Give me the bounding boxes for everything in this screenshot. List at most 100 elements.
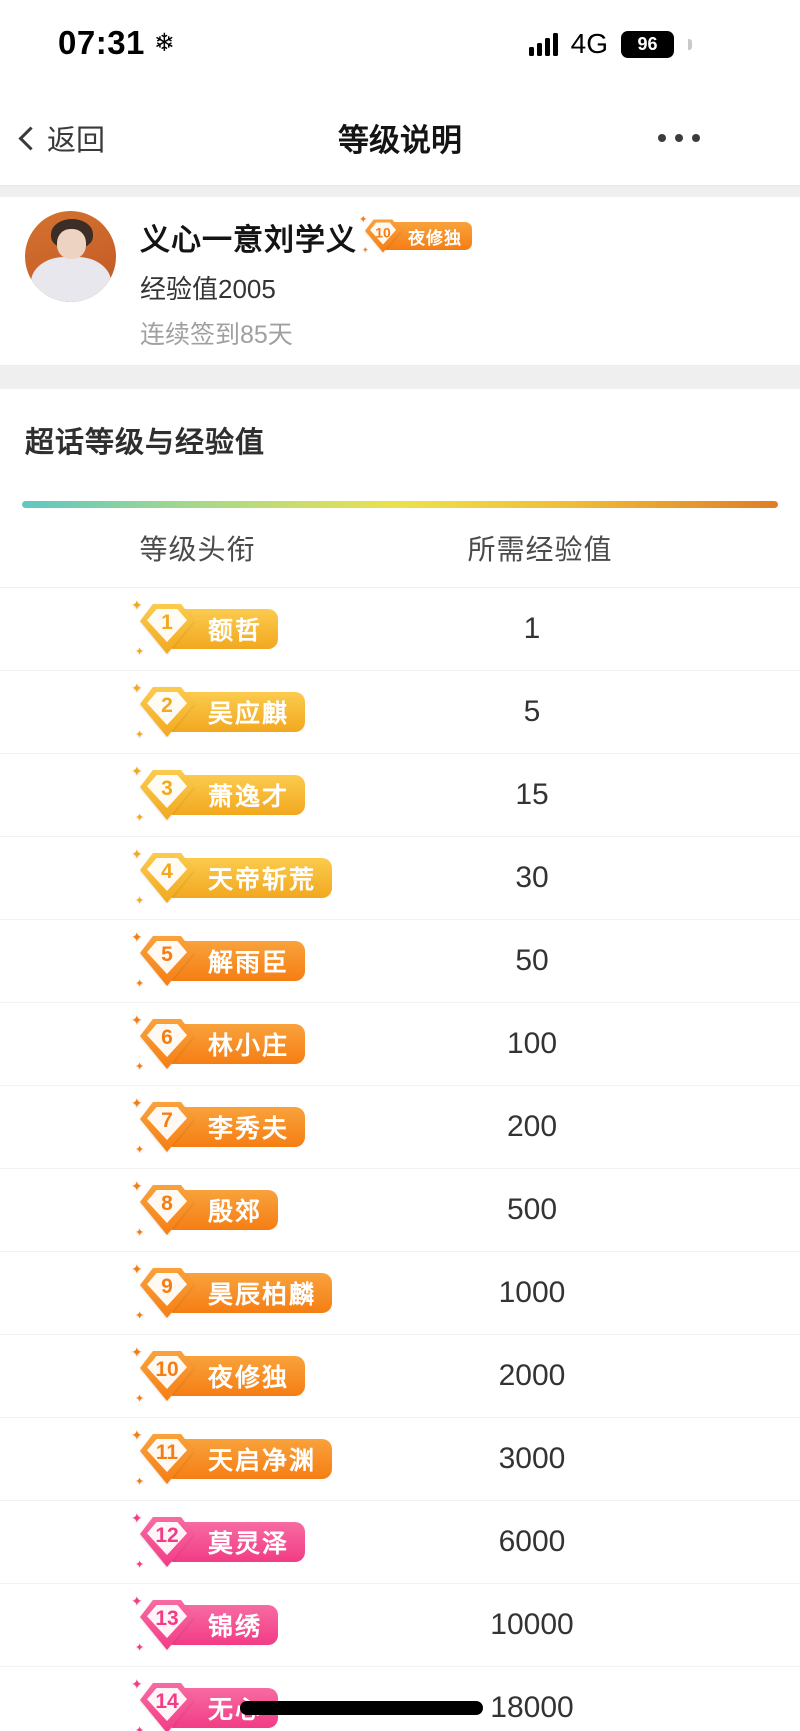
sparkle-icon: ✦ xyxy=(135,812,145,824)
level-gem-icon: 6 ✦ ✦ xyxy=(131,1012,194,1073)
page-title: 等级说明 xyxy=(338,123,462,158)
status-bar: 07:31 ❄ 4G 96 xyxy=(0,0,800,90)
nav-bar: 返回 等级说明 xyxy=(0,90,800,185)
level-badge: 6 ✦ ✦ 林小庄 xyxy=(131,1012,306,1073)
table-row: 4 ✦ ✦ 天帝斩荒 30 xyxy=(0,837,800,920)
level-badge: 4 ✦ ✦ 天帝斩荒 xyxy=(131,846,333,907)
required-exp-value: 6000 xyxy=(498,1525,566,1558)
sparkle-icon: ✦ xyxy=(135,1393,145,1405)
level-gem-icon: 7 ✦ ✦ xyxy=(131,1095,194,1156)
sparkle-icon: ✦ xyxy=(131,1510,143,1526)
table-row: 6 ✦ ✦ 林小庄 100 xyxy=(0,1003,800,1086)
level-section: 超话等级与经验值 等级头衔 所需经验值 1 ✦ ✦ 额哲 1 xyxy=(0,419,800,1731)
level-badge: 9 ✦ ✦ 昊辰柏麟 xyxy=(131,1261,333,1322)
level-gem-icon: 4 ✦ ✦ xyxy=(131,846,194,907)
section-title: 超话等级与经验值 xyxy=(25,427,266,459)
sparkle-icon: ✦ xyxy=(131,597,143,613)
redaction-bar xyxy=(240,1701,483,1715)
level-number: 6 xyxy=(161,1026,173,1049)
profile-card: 义心一意刘学义 10 ✦ ✦ 夜修独 经验值2005 连续签到85天 xyxy=(0,197,800,365)
required-exp-value: 10000 xyxy=(490,1608,574,1641)
level-number: 3 xyxy=(161,777,173,800)
sparkle-icon: ✦ xyxy=(135,1725,145,1731)
gradient-divider xyxy=(22,501,778,508)
sparkle-icon: ✦ xyxy=(135,1559,145,1571)
sparkle-icon: ✦ xyxy=(131,1012,143,1028)
level-title: 昊辰柏麟 xyxy=(164,1273,333,1313)
table-row: 5 ✦ ✦ 解雨臣 50 xyxy=(0,920,800,1003)
sparkle-icon: ✦ xyxy=(135,1310,145,1322)
level-badge: 8 ✦ ✦ 殷郊 xyxy=(131,1178,279,1239)
level-gem-icon: 3 ✦ ✦ xyxy=(131,763,194,824)
sparkle-icon: ✦ xyxy=(131,846,143,862)
level-gem-icon: 12 ✦ ✦ xyxy=(131,1510,194,1571)
level-gem-icon: 13 ✦ ✦ xyxy=(131,1593,194,1654)
experience-value: 经验值2005 xyxy=(140,274,276,304)
table-header: 等级头衔 所需经验值 xyxy=(0,508,800,588)
table-row: 11 ✦ ✦ 天启净渊 3000 xyxy=(0,1418,800,1501)
sparkle-icon: ✦ xyxy=(131,1261,143,1277)
level-badge: 3 ✦ ✦ 萧逸才 xyxy=(131,763,306,824)
table-row: 14 ✦ ✦ 无心 18000 xyxy=(0,1667,800,1731)
sparkle-icon: ✦ xyxy=(131,1178,143,1194)
level-number: 13 xyxy=(155,1607,179,1630)
level-badge: 7 ✦ ✦ 李秀夫 xyxy=(131,1095,306,1156)
sparkle-icon: ✦ xyxy=(131,1095,143,1111)
checkin-streak: 连续签到85天 xyxy=(140,321,293,349)
level-gem-icon: 9 ✦ ✦ xyxy=(131,1261,194,1322)
level-number: 14 xyxy=(155,1690,179,1713)
sparkle-icon: ✦ xyxy=(135,729,145,741)
level-badge: 1 ✦ ✦ 额哲 xyxy=(131,597,279,658)
table-row: 9 ✦ ✦ 昊辰柏麟 1000 xyxy=(0,1252,800,1335)
sparkle-icon: ✦ xyxy=(131,929,143,945)
user-name: 义心一意刘学义 xyxy=(140,224,357,257)
network-type-label: 4G xyxy=(570,28,608,59)
level-table-body: 1 ✦ ✦ 额哲 1 2 ✦ ✦ 吴应麒 5 xyxy=(0,588,800,1731)
level-number: 11 xyxy=(155,1441,179,1464)
level-gem-icon: 11 ✦ ✦ xyxy=(131,1427,194,1488)
required-exp-value: 3000 xyxy=(498,1442,566,1475)
snowflake-icon: ❄ xyxy=(153,29,175,57)
sparkle-icon: ✦ xyxy=(135,1144,145,1156)
sparkle-icon: ✦ xyxy=(135,895,145,907)
sparkle-icon: ✦ xyxy=(131,1344,143,1360)
section-divider-band xyxy=(0,365,800,389)
required-exp-value: 100 xyxy=(506,1027,558,1060)
table-row: 2 ✦ ✦ 吴应麒 5 xyxy=(0,671,800,754)
sparkle-icon: ✦ xyxy=(131,1676,143,1692)
sparkle-icon: ✦ xyxy=(135,1642,145,1654)
level-badge: 10 ✦ ✦ 夜修独 xyxy=(131,1344,306,1405)
level-number: 9 xyxy=(161,1275,173,1298)
sparkle-icon: ✦ xyxy=(131,1427,143,1443)
required-exp-value: 1000 xyxy=(498,1276,566,1309)
level-gem-icon: 1 ✦ ✦ xyxy=(131,597,194,658)
level-title: 天启净渊 xyxy=(164,1439,333,1479)
sparkle-icon: ✦ xyxy=(131,680,143,696)
level-number: 2 xyxy=(161,694,173,717)
table-row: 3 ✦ ✦ 萧逸才 15 xyxy=(0,754,800,837)
table-row: 1 ✦ ✦ 额哲 1 xyxy=(0,588,800,671)
more-options-button[interactable] xyxy=(658,90,700,185)
ellipsis-icon xyxy=(658,133,666,142)
sparkle-icon: ✦ xyxy=(362,245,369,255)
level-title: 天帝斩荒 xyxy=(164,858,333,898)
battery-percent: 96 xyxy=(637,33,658,54)
battery-indicator: 96 xyxy=(621,30,674,58)
required-exp-value: 500 xyxy=(506,1193,558,1226)
back-button[interactable]: 返回 xyxy=(18,90,105,185)
required-exp-value: 5 xyxy=(523,695,541,728)
table-row: 7 ✦ ✦ 李秀夫 200 xyxy=(0,1086,800,1169)
level-badge: 12 ✦ ✦ 莫灵泽 xyxy=(131,1510,306,1571)
user-level-badge: 10 ✦ ✦ 夜修独 xyxy=(359,215,472,255)
sparkle-icon: ✦ xyxy=(135,646,145,658)
level-number: 8 xyxy=(161,1192,173,1215)
sparkle-icon: ✦ xyxy=(135,1476,145,1488)
sparkle-icon: ✦ xyxy=(131,1593,143,1609)
level-title: 殷郊 xyxy=(164,1190,279,1230)
level-number: 12 xyxy=(155,1524,179,1547)
sparkle-icon: ✦ xyxy=(359,214,368,226)
level-number: 1 xyxy=(161,611,173,634)
required-exp-value: 50 xyxy=(515,944,549,977)
signal-strength-icon xyxy=(528,32,558,56)
level-number: 4 xyxy=(161,860,173,883)
